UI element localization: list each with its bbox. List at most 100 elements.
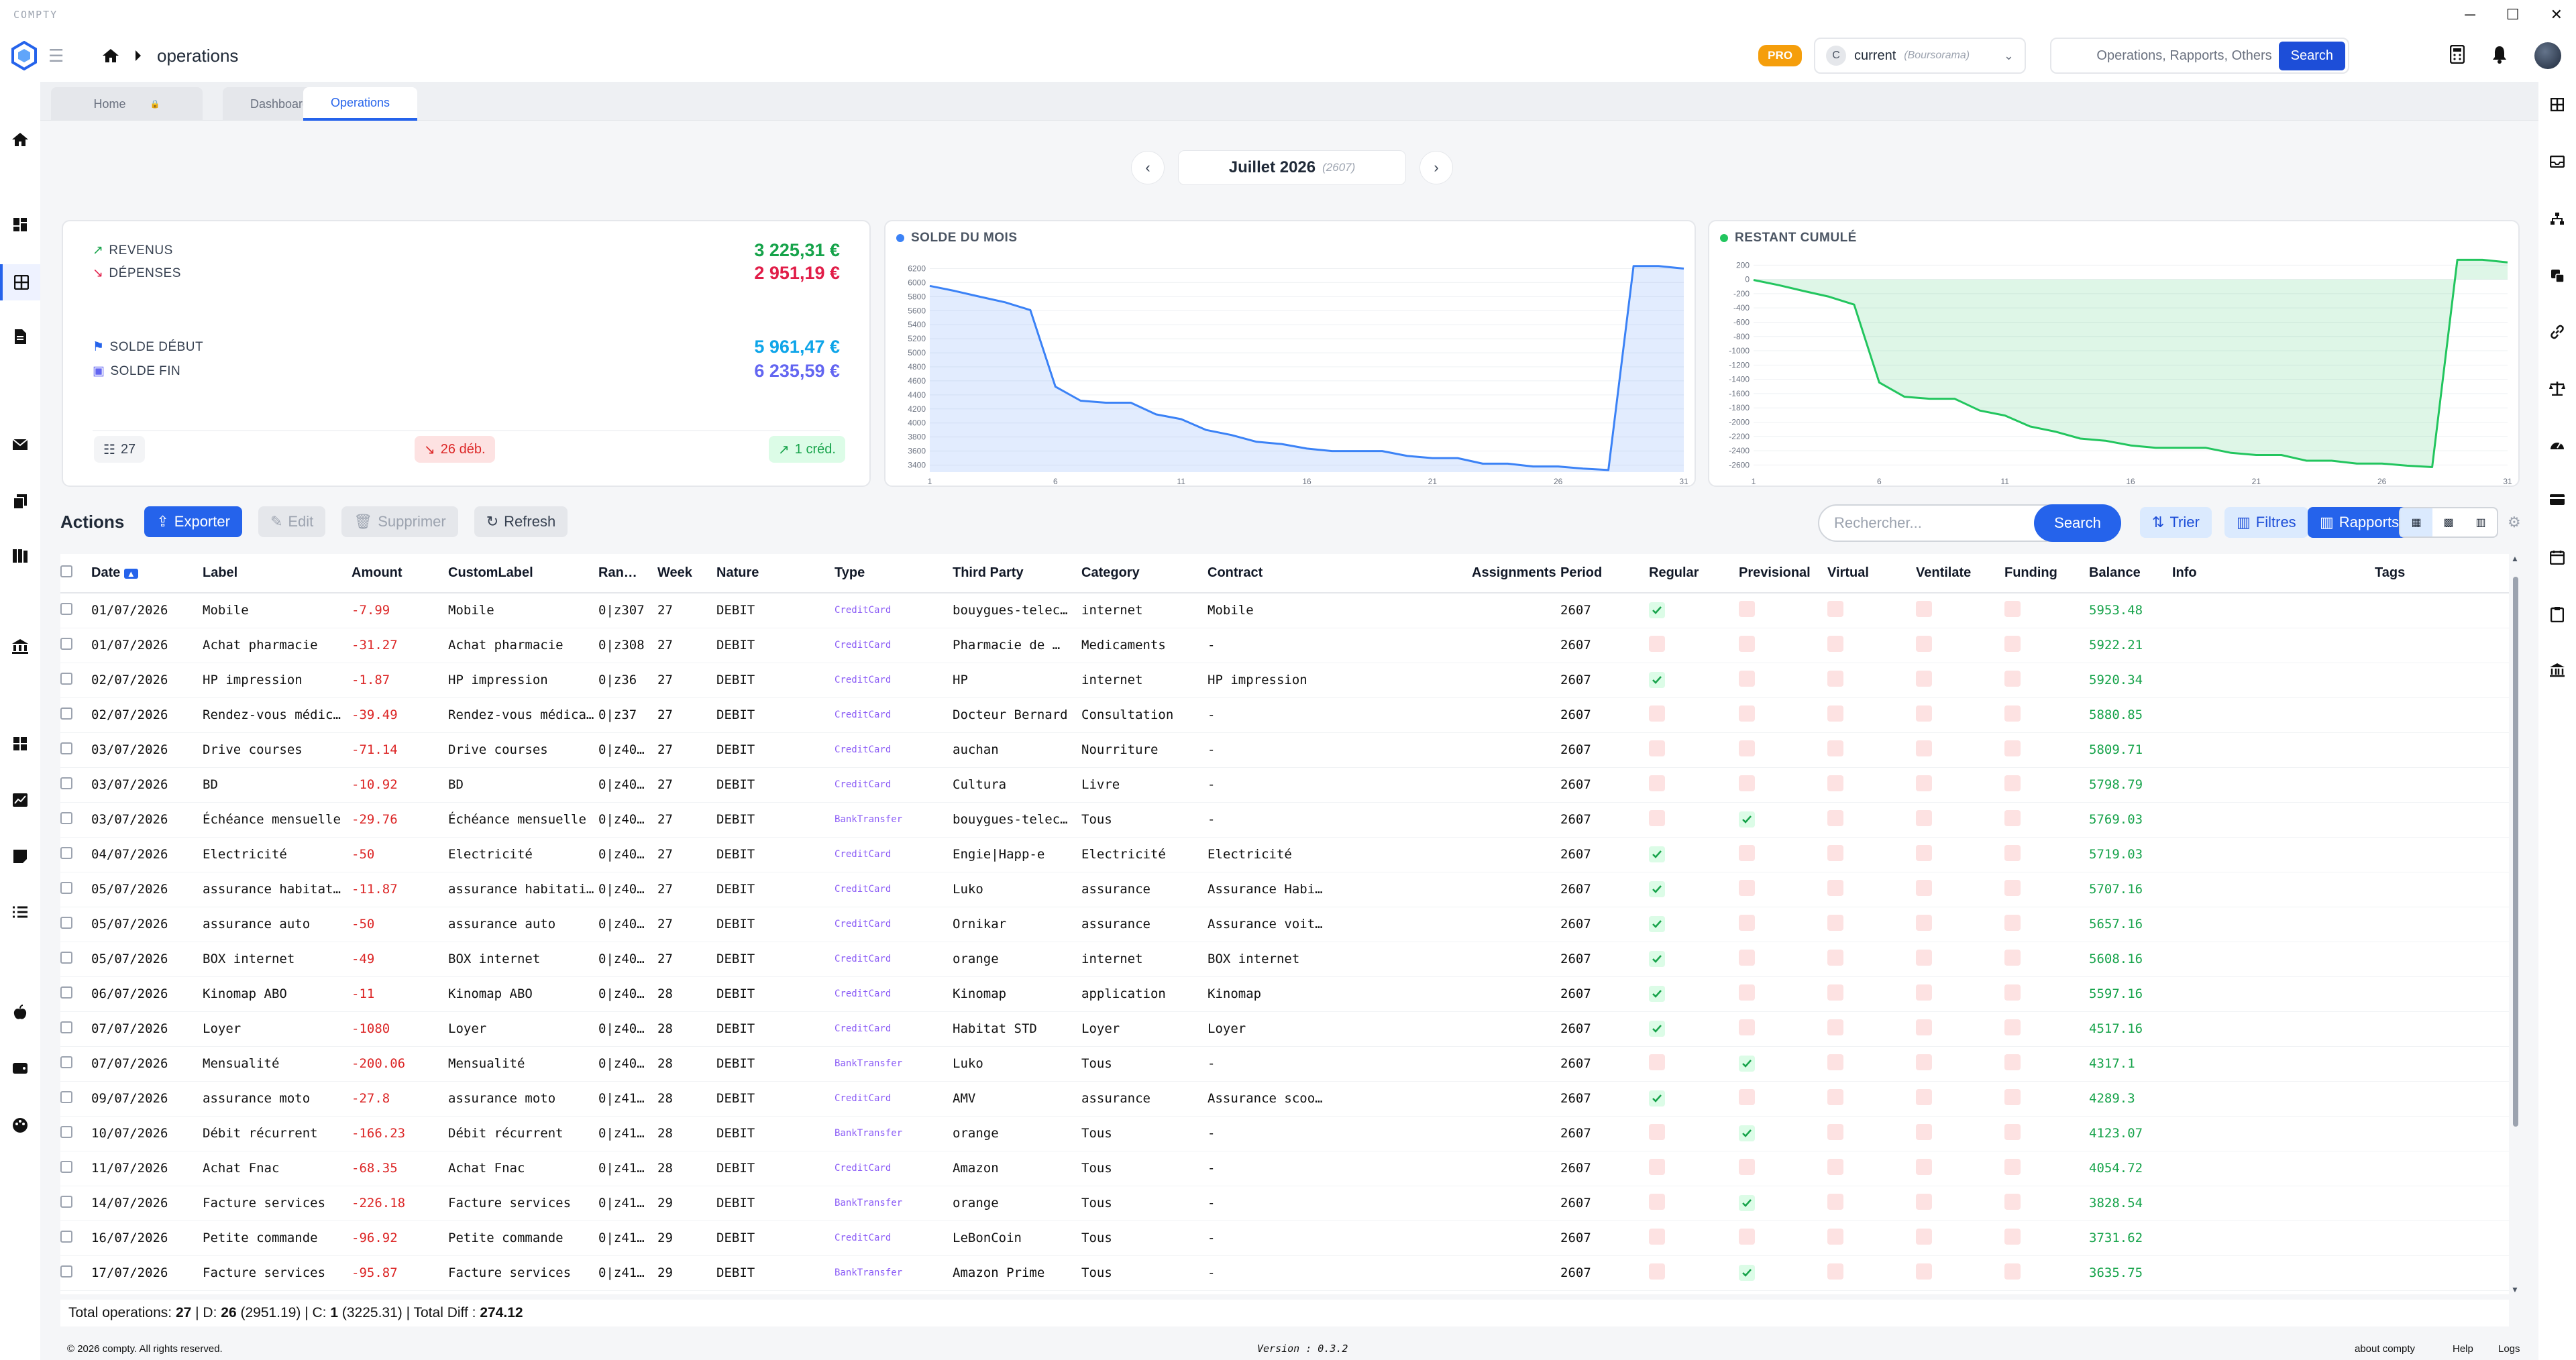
virtual-empty-indicator[interactable] <box>1827 1193 1843 1210</box>
ventilate-empty-indicator[interactable] <box>1916 1123 1932 1140</box>
column-header-label[interactable]: Label <box>203 554 352 593</box>
funding-empty-indicator[interactable] <box>2004 1193 2021 1210</box>
link-icon[interactable] <box>2538 325 2576 339</box>
split-view-icon[interactable]: ▥ <box>2475 517 2486 528</box>
next-month-button[interactable]: › <box>1419 151 1453 184</box>
funding-empty-indicator[interactable] <box>2004 1263 2021 1280</box>
column-header-info[interactable]: Info <box>2172 554 2375 593</box>
menu-toggle-icon[interactable]: ☰ <box>48 45 64 66</box>
previsional-check-icon[interactable] <box>1739 1195 1755 1211</box>
ventilate-empty-indicator[interactable] <box>1916 775 1932 791</box>
document-nav-icon[interactable] <box>0 329 40 345</box>
ventilate-empty-indicator[interactable] <box>1916 740 1932 756</box>
regular-empty-indicator[interactable] <box>1649 1228 1665 1245</box>
notes-nav-icon[interactable] <box>0 849 40 864</box>
funding-empty-indicator[interactable] <box>2004 984 2021 1001</box>
reports-button[interactable]: ▥ Rapports <box>2308 507 2412 538</box>
account-selector[interactable]: C current (Boursorama) ⌄ <box>1814 38 2026 74</box>
palette-nav-icon[interactable] <box>0 1117 40 1133</box>
chart-nav-icon[interactable] <box>0 793 40 807</box>
row-checkbox[interactable] <box>60 881 72 894</box>
inbox-icon[interactable] <box>2538 156 2576 168</box>
ventilate-empty-indicator[interactable] <box>1916 1054 1932 1070</box>
column-header-nature[interactable]: Nature <box>716 554 835 593</box>
list-nav-icon[interactable] <box>0 905 40 919</box>
table-row[interactable]: 03/07/2026 Drive courses -71.14 Drive cours… <box>60 732 2509 768</box>
funding-empty-indicator[interactable] <box>2004 844 2021 861</box>
month-selector[interactable]: Juillet 2026 (2607) <box>1178 150 1406 185</box>
column-header-customlabel[interactable]: CustomLabel <box>448 554 598 593</box>
regular-check-icon[interactable] <box>1649 1021 1665 1037</box>
row-checkbox[interactable] <box>60 1230 72 1243</box>
virtual-empty-indicator[interactable] <box>1827 879 1843 896</box>
close-icon[interactable]: ✕ <box>2550 6 2563 23</box>
column-header-virtual[interactable]: Virtual <box>1827 554 1916 593</box>
bank-nav-icon[interactable] <box>0 638 40 655</box>
regular-empty-indicator[interactable] <box>1649 1263 1665 1280</box>
table-row[interactable]: 05/07/2026 assurance habitat… -11.87 assura… <box>60 872 2509 907</box>
regular-check-icon[interactable] <box>1649 916 1665 932</box>
previsional-empty-indicator[interactable] <box>1739 1158 1755 1175</box>
credits-pill[interactable]: ↗ 1 créd. <box>769 436 845 463</box>
column-header-week[interactable]: Week <box>657 554 716 593</box>
funding-empty-indicator[interactable] <box>2004 600 2021 617</box>
virtual-empty-indicator[interactable] <box>1827 1263 1843 1280</box>
home-nav-icon[interactable] <box>0 131 40 148</box>
institution-icon[interactable] <box>2538 663 2576 677</box>
virtual-empty-indicator[interactable] <box>1827 949 1843 966</box>
column-header-funding[interactable]: Funding <box>2004 554 2089 593</box>
row-checkbox[interactable] <box>60 777 72 789</box>
ventilate-empty-indicator[interactable] <box>1916 1228 1932 1245</box>
funding-empty-indicator[interactable] <box>2004 1123 2021 1140</box>
table-row[interactable]: 11/07/2026 Achat Fnac -68.35 Achat Fnac 0|z4… <box>60 1151 2509 1186</box>
funding-empty-indicator[interactable] <box>2004 670 2021 687</box>
previsional-empty-indicator[interactable] <box>1739 775 1755 791</box>
column-header-balance[interactable]: Balance <box>2089 554 2172 593</box>
previsional-empty-indicator[interactable] <box>1739 844 1755 861</box>
clipboard-icon[interactable] <box>2538 606 2576 622</box>
table-row[interactable]: 03/07/2026 BD -10.92 BD 0|z40… 27 DEBIT CreditC… <box>60 767 2509 803</box>
virtual-empty-indicator[interactable] <box>1827 1088 1843 1105</box>
debits-pill[interactable]: ↘ 26 déb. <box>415 436 495 463</box>
funding-empty-indicator[interactable] <box>2004 879 2021 896</box>
funding-empty-indicator[interactable] <box>2004 914 2021 931</box>
funding-empty-indicator[interactable] <box>2004 705 2021 722</box>
ventilate-empty-indicator[interactable] <box>1916 1158 1932 1175</box>
virtual-empty-indicator[interactable] <box>1827 914 1843 931</box>
previsional-empty-indicator[interactable] <box>1739 705 1755 722</box>
ventilate-empty-indicator[interactable] <box>1916 705 1932 722</box>
previsional-check-icon[interactable] <box>1739 1056 1755 1072</box>
funding-empty-indicator[interactable] <box>2004 1019 2021 1035</box>
row-checkbox[interactable] <box>60 672 72 685</box>
previsional-empty-indicator[interactable] <box>1739 1019 1755 1035</box>
calendar-icon[interactable] <box>2538 550 2576 565</box>
dice-icon[interactable] <box>2538 268 2576 283</box>
grid-icon[interactable] <box>2538 98 2576 111</box>
help-link[interactable]: Help <box>2453 1343 2473 1355</box>
scale-icon[interactable] <box>2538 381 2576 396</box>
maximize-icon[interactable]: ☐ <box>2506 6 2520 23</box>
previsional-empty-indicator[interactable] <box>1739 1088 1755 1105</box>
export-button[interactable]: ⇪ Exporter <box>144 506 242 537</box>
ventilate-empty-indicator[interactable] <box>1916 635 1932 652</box>
funding-empty-indicator[interactable] <box>2004 1228 2021 1245</box>
table-row[interactable]: 01/07/2026 Achat pharmacie -31.27 Achat pha… <box>60 628 2509 663</box>
row-checkbox[interactable] <box>60 811 72 824</box>
table-row[interactable]: 05/07/2026 assurance auto -50 assurance aut… <box>60 907 2509 942</box>
apple-nav-icon[interactable] <box>0 1005 40 1021</box>
virtual-empty-indicator[interactable] <box>1827 844 1843 861</box>
virtual-empty-indicator[interactable] <box>1827 1123 1843 1140</box>
virtual-empty-indicator[interactable] <box>1827 1019 1843 1035</box>
select-all-checkbox[interactable] <box>60 565 72 577</box>
app-logo-icon[interactable] <box>4 36 44 76</box>
delete-button[interactable]: 🗑 Supprimer <box>341 506 458 537</box>
previsional-empty-indicator[interactable] <box>1739 949 1755 966</box>
table-view-icon[interactable]: ▦ <box>2400 508 2432 536</box>
row-checkbox[interactable] <box>60 1021 72 1033</box>
card-icon[interactable] <box>2538 494 2576 506</box>
regular-check-icon[interactable] <box>1649 846 1665 862</box>
column-header-tags[interactable]: Tags <box>2375 554 2509 593</box>
regular-check-icon[interactable] <box>1649 881 1665 897</box>
regular-empty-indicator[interactable] <box>1649 635 1665 652</box>
ventilate-empty-indicator[interactable] <box>1916 949 1932 966</box>
